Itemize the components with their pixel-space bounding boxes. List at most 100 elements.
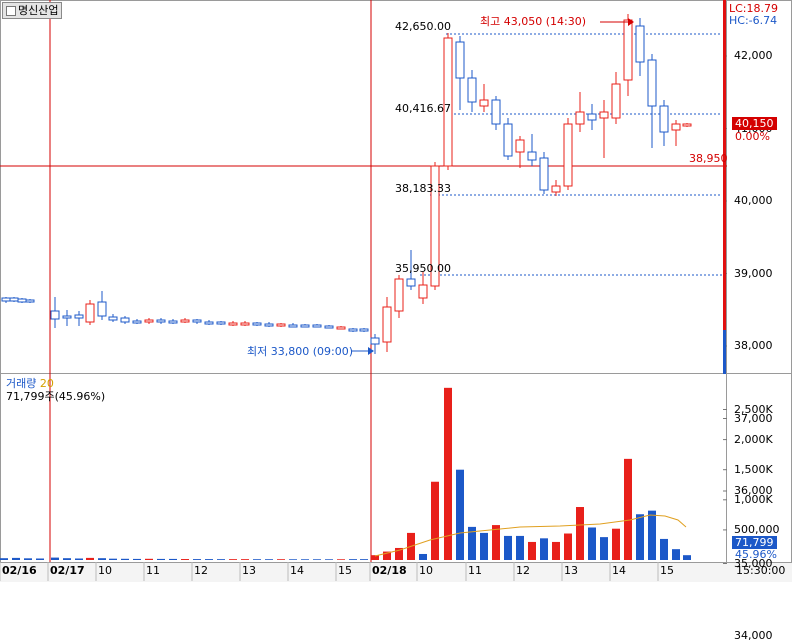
candle-body: [216, 321, 226, 325]
price-tick-label: 34,000: [734, 629, 773, 642]
x-axis-label: 10: [419, 564, 433, 577]
price-tick-label: 35,000: [734, 556, 773, 570]
candle-body: [611, 83, 621, 119]
volume-bar: [193, 559, 201, 560]
candle-body: [276, 323, 286, 327]
candle-body: [671, 123, 681, 131]
x-axis-label: 15: [660, 564, 674, 577]
candle-body: [312, 324, 322, 328]
x-axis-label: 02/16: [2, 564, 37, 577]
volume-bar: [24, 558, 32, 560]
candle-body: [443, 37, 453, 167]
current-price-tag: 40,150: [732, 117, 777, 130]
volume-bar: [145, 558, 153, 560]
volume-bar: [86, 557, 94, 560]
high-arrow-icon: [628, 18, 634, 26]
candle-body: [97, 301, 107, 317]
candle-body: [455, 41, 465, 79]
volume-bar: [36, 558, 44, 560]
candle-body: [50, 310, 60, 320]
volume-bar: [660, 538, 668, 560]
low-annotation: 최저 33,800 (09:00): [247, 345, 354, 358]
candle-body: [132, 320, 142, 324]
collapse-box-icon: [6, 6, 16, 16]
volume-bar: [337, 559, 345, 560]
volume-bar: [98, 558, 106, 560]
candle-body: [587, 113, 597, 121]
x-axis-label: 15: [338, 564, 352, 577]
candle-body: [539, 157, 549, 191]
candle-body: [682, 123, 692, 127]
volume-bar: [516, 535, 524, 560]
candle-body: [551, 185, 561, 193]
candle-body: [479, 99, 489, 107]
volume-bar: [371, 555, 379, 560]
volume-bar: [648, 510, 656, 560]
candle-body: [647, 59, 657, 107]
price-range-bar-low: [723, 330, 726, 374]
volume-bar: [612, 528, 620, 560]
volume-bar: [492, 525, 500, 560]
candle-body: [74, 314, 84, 319]
volume-bar: [431, 481, 439, 560]
candle-body: [515, 139, 525, 153]
candle-body: [180, 319, 190, 323]
volume-bar: [205, 559, 213, 560]
candle-body: [370, 337, 380, 345]
candle-body: [204, 321, 214, 325]
volume-bar: [564, 533, 572, 560]
volume-bar: [301, 559, 309, 560]
volume-tick-label: 1,000K: [734, 492, 773, 506]
candle-body: [467, 77, 477, 103]
low-arrow-icon: [368, 347, 374, 355]
candle-body: [623, 19, 633, 81]
candle-body: [406, 278, 416, 287]
chart-canvas: [0, 0, 727, 581]
candle-body: [120, 317, 130, 323]
price-tick-label: 36,000: [734, 484, 773, 497]
candle-body: [659, 105, 669, 133]
candle-body: [563, 123, 573, 187]
volume-title: 거래량 20: [6, 377, 54, 390]
volume-tick-label: 500,000: [734, 522, 780, 536]
candle-body: [359, 328, 369, 332]
candle-body: [62, 315, 72, 319]
x-axis-label: 11: [146, 564, 160, 577]
candle-body: [430, 165, 440, 287]
volume-bar: [683, 555, 691, 560]
x-axis-label: 12: [516, 564, 530, 577]
volume-tick-label: 1,500K: [734, 462, 773, 476]
high-annotation: 최고 43,050 (14:30): [480, 15, 587, 28]
current-volume-ratio: 45.96%: [735, 548, 777, 561]
x-axis-label: 14: [290, 564, 304, 577]
candle-body: [491, 99, 501, 125]
x-axis-label: 02/18: [372, 564, 407, 577]
crosshair-time: 15:30:00: [736, 564, 786, 577]
ticker-label[interactable]: 명신산업: [2, 2, 63, 19]
volume-bar: [109, 558, 117, 560]
volume-bar: [588, 527, 596, 560]
current-change-label: 0.00%: [735, 130, 770, 143]
volume-bar: [12, 557, 20, 560]
volume-bar: [133, 558, 141, 560]
candle-body: [300, 324, 310, 328]
candle-body: [503, 123, 513, 157]
volume-bar: [63, 558, 71, 560]
candle-body: [575, 111, 585, 125]
current-volume-tag: 71,799: [732, 536, 777, 549]
x-axis-label: 10: [98, 564, 112, 577]
candle-body: [1, 297, 11, 302]
candle-body: [382, 306, 392, 343]
candle-body: [635, 25, 645, 63]
volume-bar: [600, 537, 608, 560]
volume-bar: [444, 387, 452, 560]
candle-body: [156, 319, 166, 323]
volume-tick-label: 2,000K: [734, 432, 773, 446]
volume-ma-line: [374, 514, 687, 557]
volume-bar: [576, 507, 584, 560]
volume-bar: [360, 559, 368, 560]
volume-bar: [313, 559, 321, 560]
fib-level-2: 40,416.67: [395, 102, 451, 115]
candle-body: [348, 328, 358, 332]
